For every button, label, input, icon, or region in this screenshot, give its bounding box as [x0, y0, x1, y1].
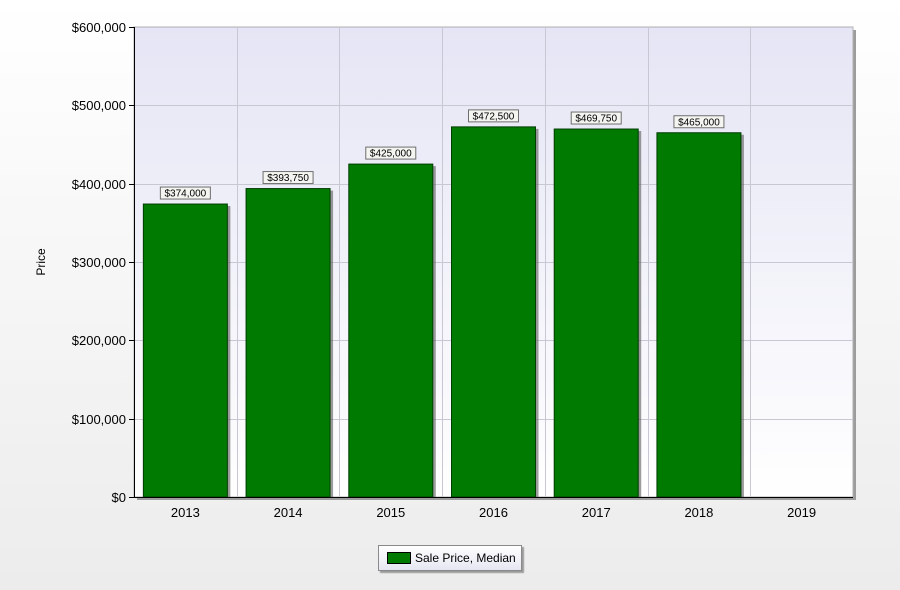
data-label-box — [262, 171, 314, 185]
bar — [348, 163, 434, 498]
y-tick-label: $600,000 — [72, 20, 126, 35]
x-tick-label: 2015 — [376, 505, 405, 520]
y-tick-label: $400,000 — [72, 177, 126, 192]
data-label: $393,750 — [267, 173, 309, 184]
bar — [142, 203, 228, 498]
x-tick-label: 2017 — [582, 505, 611, 520]
bar — [245, 188, 331, 498]
data-label-box — [673, 115, 725, 129]
y-tick-label: $300,000 — [72, 255, 126, 270]
data-label: $469,750 — [575, 114, 617, 125]
data-label-box — [570, 111, 622, 125]
x-tick-label: 2016 — [479, 505, 508, 520]
y-axis-title: Price — [34, 248, 48, 276]
bar — [553, 128, 639, 498]
data-label: $374,000 — [164, 189, 206, 200]
bar — [451, 126, 536, 498]
legend-label: Sale Price, Median — [415, 551, 516, 565]
y-tick-label: $0 — [112, 490, 126, 505]
x-tick-label: 2019 — [787, 505, 816, 520]
bar — [656, 132, 742, 498]
data-label: $425,000 — [370, 149, 412, 160]
x-tick-label: 2013 — [171, 505, 200, 520]
y-tick-label: $200,000 — [72, 333, 126, 348]
data-label-box — [159, 186, 211, 200]
legend: Sale Price, Median — [378, 545, 522, 571]
data-label: $472,500 — [473, 111, 515, 122]
y-tick-label: $100,000 — [72, 412, 126, 427]
data-label-box — [365, 146, 417, 160]
x-tick-label: 2018 — [684, 505, 713, 520]
data-label-box — [468, 109, 519, 123]
legend-swatch — [387, 552, 411, 564]
y-tick-label: $500,000 — [72, 98, 126, 113]
data-label: $465,000 — [678, 117, 720, 128]
x-tick-label: 2014 — [274, 505, 303, 520]
